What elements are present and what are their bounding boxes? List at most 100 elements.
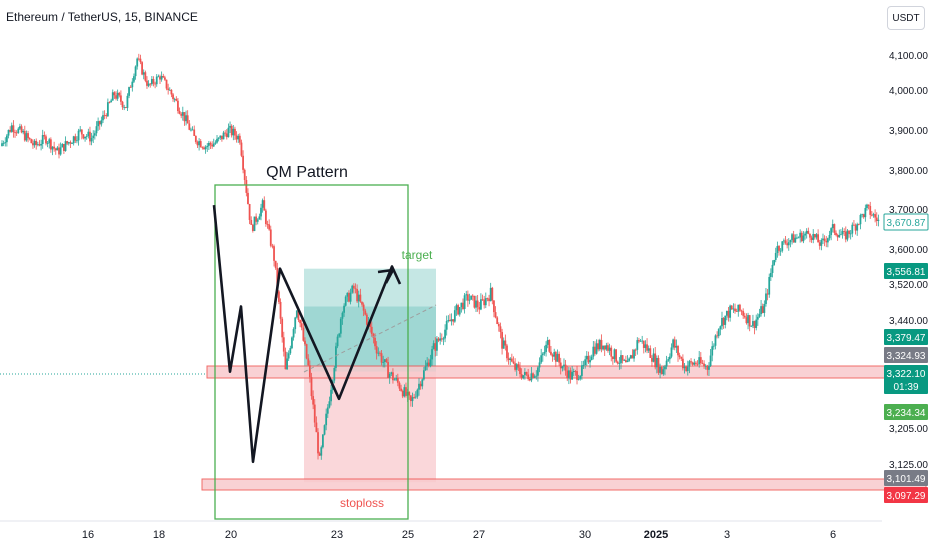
candle-body [313,404,316,423]
candle-body [576,371,578,380]
time-tick-label: 20 [225,529,237,541]
candle-body [172,94,174,99]
candle-body [162,76,165,78]
candle-body [862,214,865,218]
candle-body [659,366,661,373]
candle-body [683,366,686,369]
candle-body [54,148,57,151]
candle-body [349,292,352,302]
candle-body [577,378,580,380]
candle-body [864,208,867,218]
candle-body [558,353,560,363]
candle-body [488,298,490,302]
candle-body [638,340,640,342]
candle-body [867,204,870,207]
candle-body [572,371,575,373]
candle-body [1,143,3,146]
candle-body [216,138,218,143]
candle-body [12,125,15,133]
candle-body [655,357,658,368]
candle-body [393,379,396,381]
candle-body [439,338,442,341]
candle-body [567,370,570,379]
candle-body [646,344,648,351]
candle-body [664,366,666,370]
candle-body [611,356,614,360]
candle-body [64,141,67,151]
candle-body [729,305,732,318]
candle-body [431,349,433,360]
candle-body [629,355,632,359]
candle-body [139,58,142,63]
candle-body [743,315,746,318]
candle-body [227,127,230,138]
candle-body [352,285,355,289]
candle-body [284,351,287,370]
candle-body [198,141,201,146]
price-badge-label: 3,379.47 [887,333,926,344]
candle-body [191,129,194,131]
candle-body [452,319,455,322]
candle-body [364,310,367,315]
price-badge [884,365,928,381]
candle-body [411,397,414,402]
candle-body [362,304,365,311]
candle-body [465,294,468,296]
candle-body [766,293,769,295]
candle-body [92,135,95,139]
candle-body [523,372,526,376]
candle-body [761,306,764,313]
candle-body [507,358,510,361]
candle-body [395,378,398,380]
candle-body [382,361,385,363]
candle-body [74,136,77,141]
candle-body [177,100,179,112]
candle-body [714,335,717,346]
candle-body [110,100,113,103]
candle-body [240,142,243,156]
candle-body [232,128,235,136]
candle-body [264,210,267,225]
candle-body [701,363,704,364]
candle-body [260,207,262,217]
candle-body [43,135,46,137]
candle-body [87,131,90,137]
candle-body [154,83,157,85]
candle-body [841,231,844,235]
candle-body [149,83,152,85]
candle-body [20,126,23,133]
price-badge [884,347,928,363]
candle-body [460,302,463,308]
candle-body [186,115,189,124]
candle-body [866,204,868,209]
candle-body [427,362,430,367]
candle-body [675,345,678,348]
candle-body [797,237,800,239]
candle-body [685,366,688,372]
candle-body [322,434,324,448]
price-badge-label: 3,234.34 [887,408,926,419]
candle-body [450,319,453,322]
symbol-title[interactable]: Ethereum / TetherUS, 15, BINANCE [6,10,198,24]
currency-button[interactable]: USDT [887,6,925,30]
candle-body [388,374,391,378]
candle-body [533,376,536,378]
entry-projection-line [303,304,437,373]
candle-body [165,79,168,89]
candle-body [844,231,847,240]
candle-body [693,362,696,365]
candle-body [856,224,859,231]
candle-body [563,364,565,367]
candle-body [440,338,443,340]
candle-body [849,233,852,235]
candle-body [255,216,258,222]
candle-body [297,310,300,320]
candle-body [312,396,315,405]
candle-body [473,295,476,308]
candle-body [294,317,297,330]
candle-body [53,146,56,149]
candle-body [204,146,207,150]
candle-body [660,366,663,375]
candle-body [217,137,220,139]
